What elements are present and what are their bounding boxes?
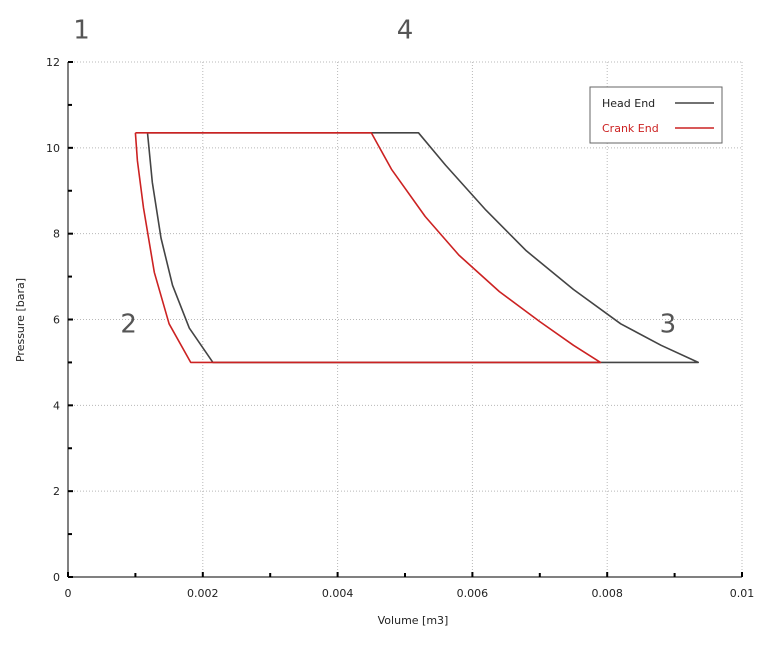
legend-label-crank-end: Crank End <box>602 122 659 135</box>
legend-label-head-end: Head End <box>602 97 655 110</box>
y-tick-label: 6 <box>53 314 60 327</box>
region-label-4: 4 <box>397 15 414 45</box>
x-axis-title: Volume [m3] <box>378 614 449 627</box>
x-tick-label: 0.01 <box>730 587 755 600</box>
x-tick-label: 0.002 <box>187 587 219 600</box>
legend: Head End Crank End <box>589 86 723 144</box>
grid-lines <box>68 61 743 577</box>
y-axis-title: Pressure [bara] <box>14 278 27 362</box>
y-tick-label: 10 <box>46 142 60 155</box>
series-line-crank-end <box>134 132 602 364</box>
region-label-1: 1 <box>73 15 90 45</box>
axis-ticks: 0 2 4 6 8 10 12 0 0.002 0.004 0.006 0.008 0.01 <box>46 56 754 600</box>
region-label-2: 2 <box>120 309 137 339</box>
x-tick-label: 0.008 <box>591 587 623 600</box>
y-tick-label: 4 <box>53 399 60 412</box>
series-lines <box>134 132 699 364</box>
x-tick-label: 0.004 <box>322 587 354 600</box>
region-labels: 1 4 2 3 <box>73 15 676 339</box>
y-tick-label: 12 <box>46 56 60 69</box>
x-tick-label: 0.006 <box>457 587 489 600</box>
series-line-head-end <box>146 132 699 364</box>
x-tick-label: 0 <box>65 587 72 600</box>
y-tick-label: 0 <box>53 571 60 584</box>
legend-box <box>589 86 723 144</box>
y-tick-label: 8 <box>53 228 60 241</box>
y-tick-label: 2 <box>53 485 60 498</box>
region-label-3: 3 <box>660 309 677 339</box>
